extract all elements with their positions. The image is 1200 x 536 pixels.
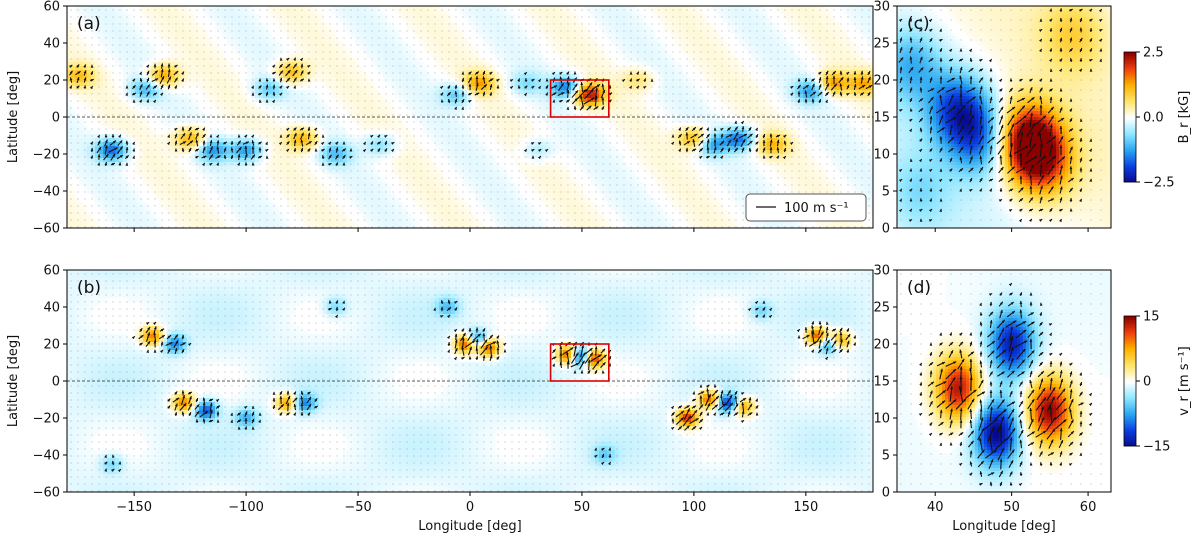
y-tick-label: 10 [873,412,890,427]
x-tick-label: −50 [344,500,371,515]
y-tick-label: 5 [882,185,890,200]
y-tick-label: 20 [873,338,890,353]
x-axis-label: Longitude [deg] [952,519,1055,534]
colorbar-tick-label: 2.5 [1143,46,1164,61]
y-tick-label: −40 [33,185,60,200]
velocity-arrows [898,8,1103,223]
panel-c-zoom-magnetic-field: 0 5 10 15 20 25 30 (c) [873,0,1112,237]
y-tick-label: −40 [33,449,60,464]
y-tick-label: 20 [43,338,60,353]
velocity-arrows [900,273,1102,487]
y-tick-label: 5 [882,449,890,464]
colorbar-vr: 15 0 −15 v_r [m s⁻¹] [1123,310,1192,455]
x-tick-label: 50 [1003,500,1020,515]
heatmap-field [897,6,1111,228]
colorbar-tick-label: −2.5 [1143,176,1175,191]
y-tick-label: 25 [873,301,890,316]
panel-a-magnetic-field-map: −60 −40 −20 0 20 40 60 (a) Latitude [deg] [6,0,874,237]
colorbar-tick-label: −15 [1143,440,1170,455]
zoom-region-box [549,343,610,382]
y-tick-label: 30 [873,0,890,15]
y-tick-label: 10 [873,148,890,163]
arrow-scale-legend: 100 m s⁻¹ [745,193,867,222]
y-tick-label: 30 [873,264,890,279]
heatmap-field [897,270,1111,492]
colorbar-label: v_r [m s⁻¹] [1177,346,1192,415]
x-tick-label: 100 [681,500,706,515]
colorbar-tick-label: 0.0 [1143,111,1164,126]
colorbar-br: 2.5 0.0 −2.5 B_r [kG] [1123,46,1192,191]
x-tick-label: 60 [1080,500,1097,515]
velocity-arrows [70,273,870,492]
y-axis-label: Latitude [deg] [6,71,21,163]
y-tick-label: 0 [882,222,890,237]
y-tick-label: 15 [873,375,890,390]
y-tick-label: 40 [43,37,60,52]
zoom-region-box [549,79,610,118]
y-tick-label: 60 [43,264,60,279]
panel-label: (c) [907,14,930,34]
y-tick-label: 60 [43,0,60,15]
y-tick-label: 15 [873,111,890,126]
y-tick-label: 20 [43,74,60,89]
panel-label: (a) [77,14,101,34]
panel-label: (d) [907,278,931,298]
x-tick-label: −100 [228,500,264,515]
y-tick-label: 0 [52,111,60,126]
heatmap-field [67,6,873,228]
colorbar-tick-label: 0 [1143,375,1151,390]
y-tick-label: −60 [33,486,60,501]
y-tick-label: −20 [33,148,60,163]
x-tick-label: 40 [927,500,944,515]
y-tick-label: 20 [873,74,890,89]
y-tick-label: 40 [43,301,60,316]
x-axis-label: Longitude [deg] [418,519,521,534]
y-tick-label: −60 [33,222,60,237]
heatmap-field [67,270,873,492]
y-tick-label: −20 [33,412,60,427]
colorbar-label: B_r [kG] [1177,91,1192,144]
arrow-scale-label: 100 m s⁻¹ [784,201,849,216]
x-tick-label: 150 [793,500,818,515]
y-tick-label: 25 [873,37,890,52]
panel-b-radial-velocity-map: −150 −100 −50 0 50 100 150 −60 −40 −20 0 20 40 60 (b) L… [6,264,874,534]
y-tick-label: 0 [882,486,890,501]
panel-label: (b) [77,278,101,298]
panel-d-zoom-radial-velocity: 40 50 60 0 5 10 15 20 25 30 (d) Longitude [deg] [873,264,1112,534]
colorbar-tick-label: 15 [1143,310,1160,325]
x-tick-label: 50 [574,500,591,515]
velocity-arrows [69,9,873,228]
y-tick-label: 0 [52,375,60,390]
x-tick-label: 0 [466,500,474,515]
y-axis-label: Latitude [deg] [6,335,21,427]
x-tick-label: −150 [116,500,152,515]
